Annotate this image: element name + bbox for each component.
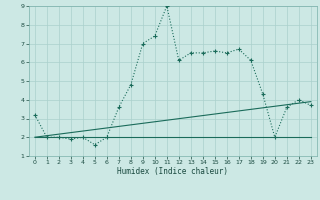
X-axis label: Humidex (Indice chaleur): Humidex (Indice chaleur) [117, 167, 228, 176]
